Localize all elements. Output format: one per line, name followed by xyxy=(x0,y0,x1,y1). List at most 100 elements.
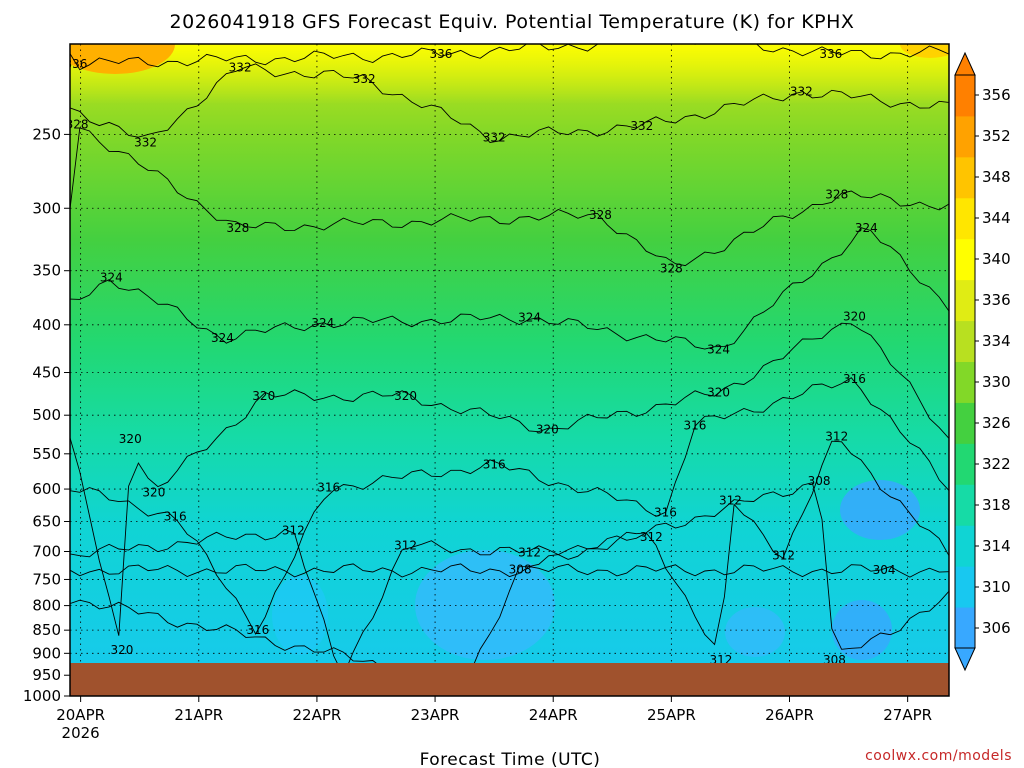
contour-label-text: 336 xyxy=(64,57,87,71)
contour-label-text: 320 xyxy=(252,389,275,403)
contour-label: 316 xyxy=(483,458,506,472)
grid xyxy=(70,44,949,696)
contour-label-text: 332 xyxy=(134,135,157,149)
contour-label-text: 316 xyxy=(317,481,340,495)
colorbar-bin xyxy=(955,197,975,240)
x-tick-label: 23APR xyxy=(411,706,460,724)
colorbar-bin xyxy=(955,156,975,199)
colorbar-frame xyxy=(954,74,976,649)
colorbar-bin xyxy=(955,402,975,444)
contour-label-text: 332 xyxy=(353,72,376,86)
contour-label: 320 xyxy=(707,386,730,400)
contour-label-text: 324 xyxy=(211,331,234,345)
colorbar-bin xyxy=(955,566,975,608)
y-tick-label: 800 xyxy=(32,597,61,615)
colorbar-bin xyxy=(955,443,975,485)
contour-label: 328 xyxy=(660,261,683,275)
colorbar-tick-label: 326 xyxy=(982,414,1011,432)
y-tick-label: 700 xyxy=(32,543,61,561)
colorbar-bin xyxy=(955,238,975,281)
y-tick-label: 450 xyxy=(32,364,61,382)
field-warm-patch xyxy=(70,44,175,74)
contour-label-text: 320 xyxy=(111,643,134,657)
contour-label-text: 312 xyxy=(518,546,541,560)
contour-label-text: 312 xyxy=(282,524,305,538)
y-tick-label: 350 xyxy=(32,262,61,280)
x-tick-sublabel: 2026 xyxy=(62,724,100,742)
contour-label: 332 xyxy=(229,61,252,75)
x-tick-label: 21APR xyxy=(174,706,223,724)
field-cool-patch xyxy=(272,575,328,655)
y-tick-label: 550 xyxy=(32,445,61,463)
chart-title: 2026041918 GFS Forecast Equiv. Potential… xyxy=(170,11,855,33)
contour-label-text: 320 xyxy=(394,389,417,403)
contour-label-text: 312 xyxy=(772,549,795,563)
colorbar-bin xyxy=(955,115,975,158)
contour-lines xyxy=(70,44,949,686)
y-tick-label: 250 xyxy=(32,125,61,143)
x-tick-label: 24APR xyxy=(529,706,578,724)
contour-label: 328 xyxy=(226,221,249,235)
y-tick-label: 900 xyxy=(32,644,61,662)
contour-label: 304 xyxy=(873,563,896,577)
x-tick-label: 25APR xyxy=(647,706,696,724)
contour-line-324 xyxy=(70,227,949,350)
contour-line-312 xyxy=(70,440,949,677)
contour-label-text: 336 xyxy=(819,47,842,61)
contour-label-text: 316 xyxy=(843,372,866,386)
colorbar-tick-label: 318 xyxy=(982,496,1011,514)
contour-label-text: 316 xyxy=(164,509,187,523)
contour-label-text: 312 xyxy=(825,430,848,444)
contour-label-text: 328 xyxy=(66,118,89,132)
contour-label: 312 xyxy=(772,549,795,563)
y-tick-label: 600 xyxy=(32,480,61,498)
contour-label-text: 332 xyxy=(630,119,653,133)
x-axis-label: Forecast Time (UTC) xyxy=(420,750,601,768)
contour-label-text: 320 xyxy=(119,432,142,446)
contour-label-text: 328 xyxy=(226,221,249,235)
contour-line-308 xyxy=(70,482,949,686)
contour-label: 324 xyxy=(211,331,234,345)
contour-label-text: 312 xyxy=(394,539,417,553)
colorbar-tick-label: 348 xyxy=(982,168,1011,186)
colorbar-bin xyxy=(955,75,975,117)
contour-label: 324 xyxy=(707,342,730,356)
contour-label: 320 xyxy=(119,432,142,446)
contour-label: 316 xyxy=(164,509,187,523)
y-tick-label: 400 xyxy=(32,316,61,334)
contour-label-text: 320 xyxy=(707,386,730,400)
contour-label: 320 xyxy=(394,389,417,403)
y-tick-label: 1000 xyxy=(23,687,61,705)
colorbar-bin xyxy=(955,361,975,403)
x-tick-label: 22APR xyxy=(293,706,342,724)
contour-label: 316 xyxy=(684,419,707,433)
y-tick-label: 950 xyxy=(32,666,61,684)
colorbar-tick-label: 314 xyxy=(982,537,1011,555)
field-warm-patch-right xyxy=(900,44,949,58)
contour-label: 324 xyxy=(518,311,541,325)
contour-label: 316 xyxy=(317,481,340,495)
contour-label: 332 xyxy=(483,131,506,145)
contour-label-text: 324 xyxy=(100,271,123,285)
y-tick-label: 650 xyxy=(32,512,61,530)
colorbar-extend-min xyxy=(954,647,976,672)
contour-line-320 xyxy=(70,322,949,636)
contour-label-text: 308 xyxy=(509,563,532,577)
contour-label: 320 xyxy=(252,389,275,403)
contour-label: 316 xyxy=(654,506,677,520)
watermark: coolwx.com/models xyxy=(865,748,1012,764)
contour-label-text: 324 xyxy=(518,311,541,325)
plot-frame xyxy=(69,43,950,697)
colorbar-bin xyxy=(955,279,975,322)
colorbar: 356 352 348 344 340 336 334 330 326 322 318 314 310 3… xyxy=(954,51,1011,672)
x-tick-label: 27APR xyxy=(883,706,932,724)
contour-label-text: 328 xyxy=(825,188,848,202)
y-tick-label: 500 xyxy=(32,406,61,424)
contour-label-text: 316 xyxy=(246,623,269,637)
colorbar-tick-label: 356 xyxy=(982,86,1011,104)
colorbar-tick-label: 352 xyxy=(982,127,1011,145)
contour-label: 332 xyxy=(630,119,653,133)
colorbar-tick-label: 310 xyxy=(982,578,1011,596)
contour-label: 316 xyxy=(843,372,866,386)
contour-label: 332 xyxy=(134,135,157,149)
